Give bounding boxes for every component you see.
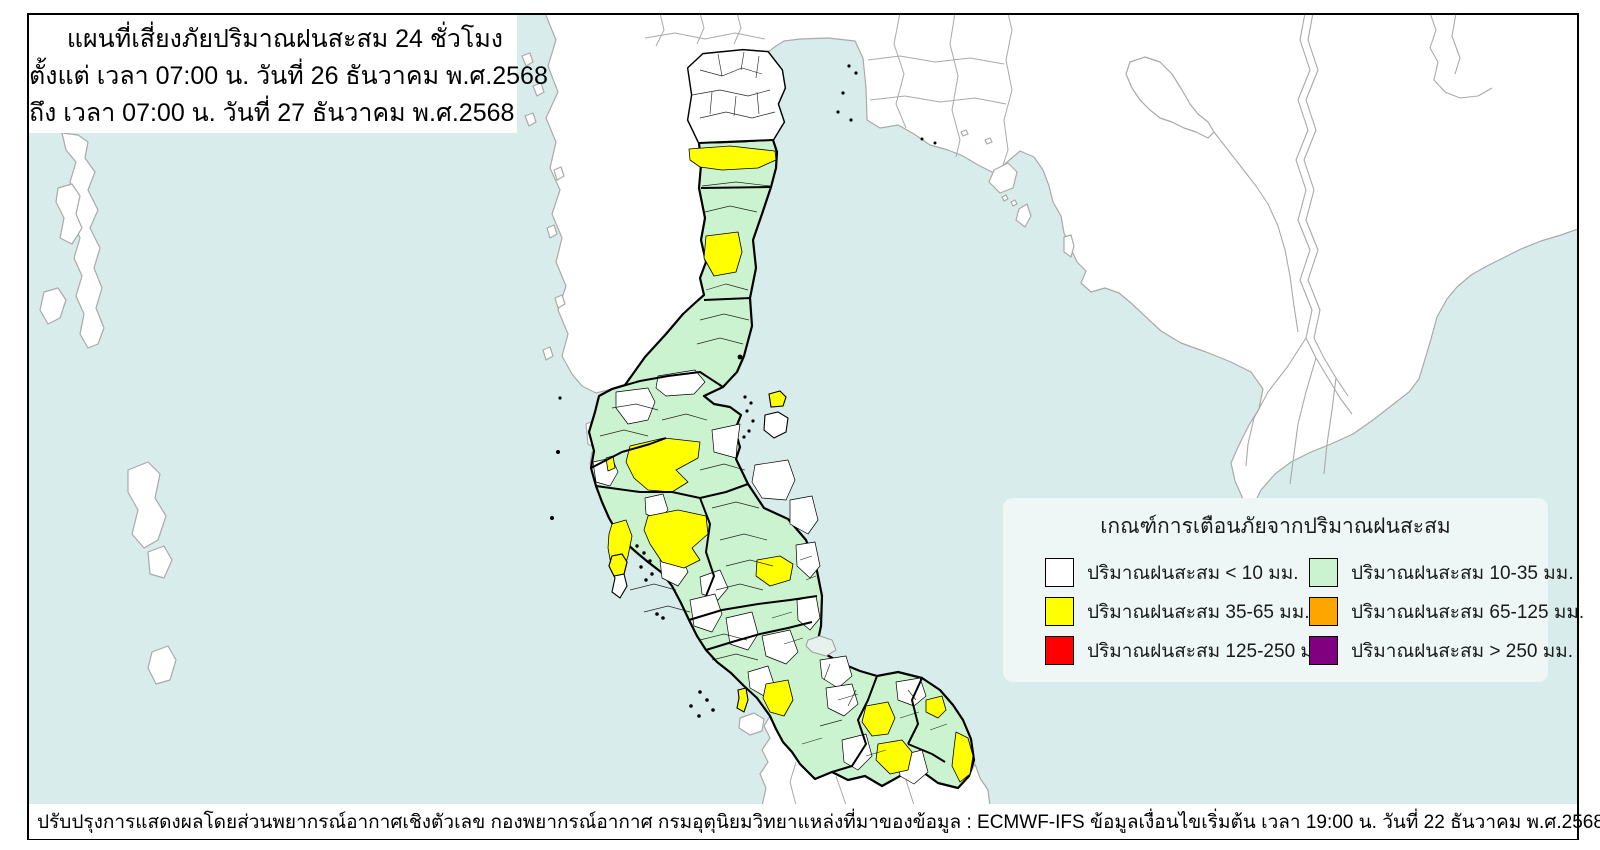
- ko-kong-island: [988, 162, 1018, 194]
- ko-samui-island: [763, 411, 789, 439]
- phu-quoc-island: [1063, 234, 1075, 258]
- mekong-river: [1295, 14, 1353, 415]
- districts-rain-35-65: [605, 145, 974, 783]
- footer-credit: ปรับปรุงการแสดงผลโดยส่วนพยากรณ์อากาศเชิง…: [37, 811, 798, 833]
- andaman-islands-left: [39, 183, 83, 325]
- legend-box: เกณฑ์การเตือนภัยจากปริมาณฝนสะสม ปริมาณฝน…: [1003, 498, 1584, 682]
- songkhla-lagoon: [805, 635, 837, 657]
- mekong-river-2: [1303, 14, 1349, 397]
- phuket-north-district: [608, 553, 628, 577]
- legend-item: ปริมาณฝนสะสม < 10 มม.: [1045, 553, 1299, 592]
- andaman-islands-mid: [127, 461, 177, 685]
- small-islets: [550, 64, 937, 718]
- legend-item: ปริมาณฝนสะสม 65-125 มม.: [1309, 592, 1584, 631]
- legend-label-35-65: ปริมาณฝนสะสม 35-65 มม.: [1087, 601, 1310, 623]
- province-borders: [590, 139, 946, 773]
- legend-label-65-125: ปริมาณฝนสะสม 65-125 มม.: [1351, 601, 1585, 623]
- legend-title: เกณฑ์การเตือนภัยจากปริมาณฝนสะสม: [1100, 515, 1451, 538]
- legend-item: ปริมาณฝนสะสม 125-250 มม.: [1045, 631, 1331, 670]
- footer-bar: ปรับปรุงการแสดงผลโดยส่วนพยากรณ์อากาศเชิง…: [29, 804, 1600, 839]
- thai-cambodia-border: [999, 14, 1013, 175]
- ko-lanta-island: [736, 687, 749, 713]
- map-title: แผนที่เสี่ยงภัยปริมาณฝนสะสม 24 ชั่วโมง: [66, 25, 503, 53]
- langkawi-island: [738, 712, 765, 736]
- title-box: แผนที่เสี่ยงภัยปริมาณฝนสะสม 24 ชั่วโมง ต…: [29, 15, 548, 133]
- mekong-delta-branches: [1213, 131, 1337, 485]
- legend-item: ปริมาณฝนสะสม 35-65 มม.: [1045, 592, 1310, 631]
- footer-data-source: แหล่งที่มาของข้อมูล : ECMWF-IFS ข้อมูลเง…: [797, 811, 1600, 833]
- legend-label-lt10: ปริมาณฝนสะสม < 10 มม.: [1087, 562, 1299, 584]
- legend-label-125-250: ปริมาณฝนสะสม 125-250 มม.: [1087, 640, 1331, 662]
- legend-swatch-65-125: [1309, 597, 1338, 626]
- ko-phangan-island: [768, 390, 787, 408]
- district-borders: [599, 51, 948, 757]
- legend-label-10-35: ปริมาณฝนสะสม 10-35 มม.: [1351, 562, 1574, 584]
- legend-item: ปริมาณฝนสะสม > 250 มม.: [1309, 631, 1573, 670]
- map-period-from: ตั้งแต่ เวลา 07:00 น. วันที่ 26 ธันวาคม …: [29, 62, 548, 90]
- malaysia-state-borders: [789, 761, 915, 806]
- ko-rong-island: [1015, 203, 1032, 228]
- mainland-province-borders: [644, 14, 1007, 158]
- legend-grid: ปริมาณฝนสะสม < 10 มม. ปริมาณฝนสะสม 10-35…: [1045, 553, 1584, 670]
- gulf-islets: [960, 129, 1018, 207]
- legend-swatch-gt250: [1309, 636, 1338, 665]
- river-top-right: [1429, 14, 1493, 99]
- legend-swatch-lt10: [1045, 558, 1074, 587]
- thailand-peninsula: [550, 48, 976, 790]
- tonle-sap-lake: [1125, 56, 1215, 139]
- legend-label-gt250: ปริมาณฝนสะสม > 250 มม.: [1351, 640, 1574, 662]
- map-frame-border: [27, 13, 1579, 840]
- legend-item: ปริมาณฝนสะสม 10-35 มม.: [1309, 553, 1574, 592]
- legend-swatch-125-250: [1045, 636, 1074, 665]
- legend-swatch-10-35: [1309, 558, 1338, 587]
- map-period-to: ถึง เวลา 07:00 น. วันที่ 27 ธันวาคม พ.ศ.…: [29, 99, 515, 127]
- legend-swatch-35-65: [1045, 597, 1074, 626]
